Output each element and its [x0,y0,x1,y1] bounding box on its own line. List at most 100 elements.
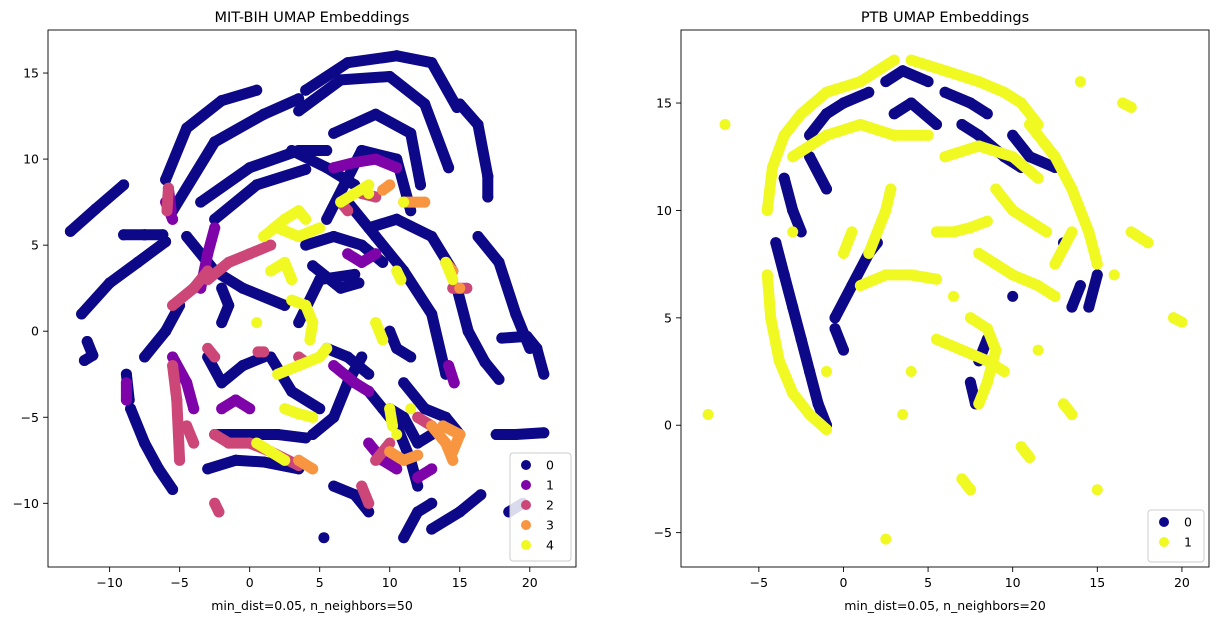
data-point-trail [293,274,326,329]
data-point [342,205,354,217]
data-point-trail [939,140,985,163]
data-point-trail [104,256,144,289]
data-point [412,449,424,461]
y-tick-label: 10 [656,203,672,218]
data-point [475,489,487,501]
data-point-trail [370,231,410,277]
series-4 [251,179,459,466]
data-point [415,179,426,191]
data-point-trail [258,93,305,120]
data-point [846,226,858,238]
data-point [443,162,455,174]
x-tick-label: 0 [839,575,847,590]
data-point [391,429,403,440]
data-point [314,222,326,234]
data-point-trail [821,119,866,141]
legend-item: 0 [521,458,554,473]
data-point-trail [787,129,832,163]
data-point [118,179,130,191]
data-point [321,145,333,156]
data-point [300,213,312,225]
data-point [1066,409,1078,420]
x-tick-label: 0 [246,575,254,590]
data-point [702,409,714,420]
data-point [387,420,398,432]
y-tick-label: −5 [21,410,39,425]
data-point [398,196,410,208]
ptb-chart: PTB UMAP Embeddings −5 0 5 10 15 20 −5051015 … [654,10,1210,613]
legend-label: 0 [546,458,554,473]
data-point-trail [829,280,858,324]
legend: 01 [1147,509,1205,563]
data-point-trail [804,366,824,410]
data-point [482,191,494,203]
y-tick-label: −10 [13,496,39,511]
y-tick-label: −5 [654,525,672,540]
data-point [885,183,897,195]
data-point [931,119,942,130]
data-point [821,183,832,195]
data-point [174,454,186,466]
data-point [209,351,221,363]
data-point [922,129,934,141]
data-point [1032,172,1044,184]
data-point-trail [787,301,807,345]
x-tick-label: 20 [522,575,538,590]
data-point-trail [1007,151,1044,184]
data-point [821,366,832,377]
data-point-trail [905,54,951,77]
data-point-trail [328,108,382,139]
plot-area [702,54,1188,545]
y-tick-label: 5 [31,238,39,253]
data-point-trail [167,136,221,217]
legend-label: 3 [546,518,554,533]
data-point [1074,76,1086,88]
x-tick-label: 5 [316,575,324,590]
legend-marker [521,520,531,530]
data-point [493,373,505,385]
data-point [1032,119,1044,130]
legend: 0 1 2 3 4 [509,452,572,562]
data-point [447,454,459,466]
data-point-trail [854,119,900,141]
data-point-trail [209,108,270,148]
legend-label: 0 [1184,515,1192,530]
data-point-trail [167,360,183,406]
legend-label: 1 [1184,535,1192,550]
data-point [244,403,256,415]
y-tick-label: 10 [23,152,39,167]
data-point [426,463,438,475]
mit-bih-chart: MIT-BIH UMAP Embeddings −10 −5 0 5 10 15 20 −1… [13,10,577,613]
data-point [1041,226,1052,238]
data-point [447,274,459,286]
data-point [78,355,90,366]
data-point [363,497,375,509]
data-point-trail [286,145,333,174]
data-point [981,215,993,227]
data-point [795,226,807,238]
legend-label: 4 [546,538,554,553]
data-point-trail [973,140,1019,163]
data-point-trail [195,162,256,208]
data-point-trail [905,97,942,130]
data-point [412,480,424,492]
data-point [1142,237,1154,249]
data-point-trail [76,277,116,320]
data-point-trail [328,377,354,423]
legend-marker [1159,517,1169,527]
y-axis: −10 −5 0 5 10 15 [13,66,48,511]
data-point-trail [778,269,799,313]
x-tick-label: 20 [1174,575,1190,590]
data-point [538,427,550,439]
data-point-trail [125,403,151,449]
data-point-trail [160,122,193,186]
data-point [363,506,375,518]
data-point [1049,290,1061,302]
data-point [1074,280,1086,292]
x-tick-label: 10 [382,575,398,590]
data-point [304,334,316,346]
data-point [377,334,389,346]
data-point-trail [821,76,866,98]
data-point-trail [472,119,494,182]
data-point [286,274,298,286]
